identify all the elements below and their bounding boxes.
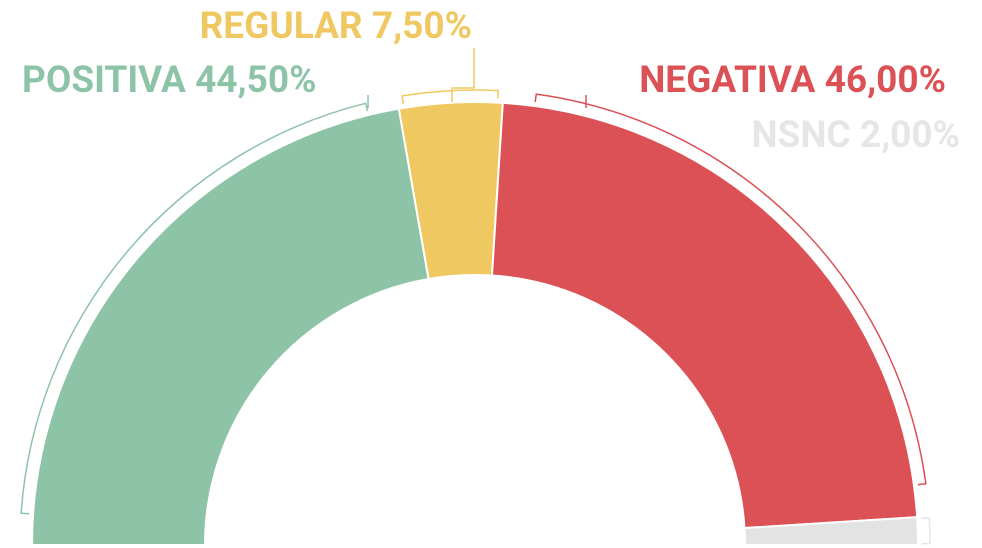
segment-label: NSNC 2,00% xyxy=(751,114,960,157)
label-bracket xyxy=(534,93,927,486)
donut-segment xyxy=(743,516,920,546)
category-name: POSITIVA xyxy=(22,59,186,102)
category-name: NSNC xyxy=(751,114,850,157)
donut-segment xyxy=(490,101,919,530)
label-bracket xyxy=(401,89,500,104)
value-label: 7,50% xyxy=(372,5,472,48)
segment-label: NEGATIVA 46,00% xyxy=(639,59,946,102)
value-label: 44,50% xyxy=(195,59,316,102)
value-label: 46,00% xyxy=(825,59,946,102)
category-name: REGULAR xyxy=(200,5,363,48)
segment-label: REGULAR 7,50% xyxy=(200,5,472,48)
leader-line xyxy=(451,48,475,102)
label-bracket xyxy=(921,517,931,545)
label-bracket xyxy=(20,102,369,515)
value-label: 2,00% xyxy=(860,114,960,157)
segment-label: POSITIVA 44,50% xyxy=(22,59,316,102)
category-name: NEGATIVA xyxy=(639,59,815,102)
donut-segment xyxy=(30,107,430,546)
